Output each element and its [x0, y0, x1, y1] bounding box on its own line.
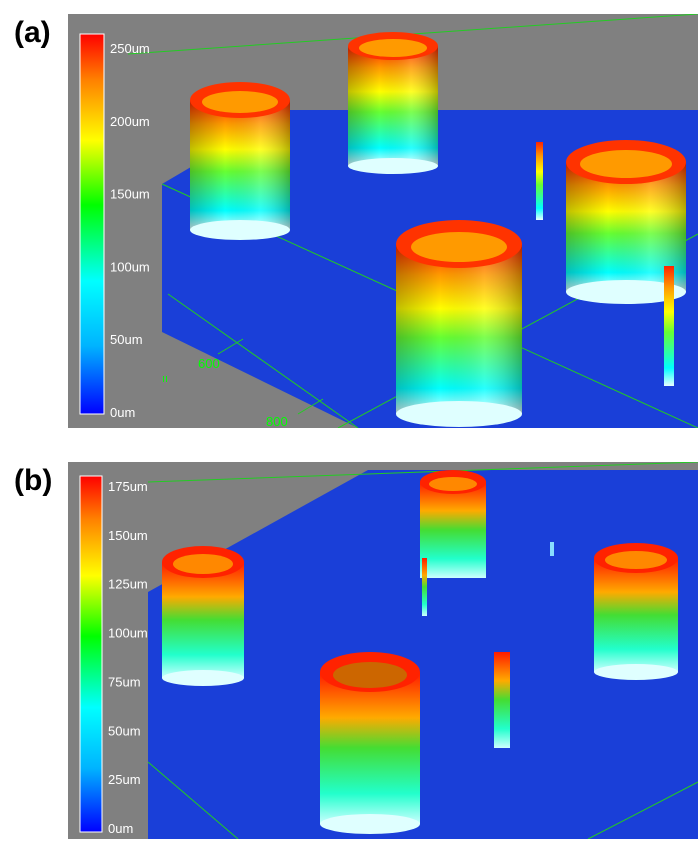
tick-label: 0um — [108, 821, 133, 836]
panel-a-surface-plot: 250um 200um 150um 100um 50um 0um 600 800 ıı — [68, 14, 698, 428]
color-scale-a — [79, 33, 105, 415]
panel-b-svg: 175um 150um 125um 100um 75um 50um 25um 0um — [79, 462, 698, 839]
tick-label: 250um — [110, 41, 150, 56]
pillar-left — [162, 546, 244, 686]
panel-a-svg: 250um 200um 150um 100um 50um 0um 600 800 ıı — [79, 14, 698, 428]
tick-label: 175um — [108, 479, 148, 494]
tick-label: 50um — [110, 332, 143, 347]
tick-label: 150um — [110, 187, 150, 202]
pillar-top-center — [420, 470, 486, 578]
axis-label-800: 800 — [266, 414, 288, 428]
panel-b-surface-plot: 175um 150um 125um 100um 75um 50um 25um 0um — [68, 462, 698, 839]
tick-label: 200um — [110, 114, 150, 129]
axis-marker-a: ıı — [162, 373, 168, 385]
tick-label: 25um — [108, 772, 141, 787]
pillar-top-left — [190, 82, 290, 240]
tick-label: 50um — [108, 723, 141, 738]
spike-small — [422, 542, 554, 616]
pillar-right — [594, 543, 678, 680]
pillar-front — [320, 652, 420, 834]
axis-label-600: 600 — [198, 356, 220, 371]
tick-label: 125um — [108, 577, 148, 592]
tick-label: 100um — [110, 259, 150, 274]
pillar-top-center — [348, 32, 438, 174]
pillar-front — [396, 220, 522, 427]
panel-b-label: (b) — [14, 464, 53, 497]
grid-lines — [147, 462, 698, 839]
tick-label: 0um — [110, 405, 135, 420]
color-scale-b — [79, 475, 103, 833]
tick-label: 100um — [108, 626, 148, 641]
tick-labels-b: 175um 150um 125um 100um 75um 50um 25um 0um — [108, 479, 148, 836]
spike-right-edge — [664, 266, 674, 386]
tick-labels-a: 250um 200um 150um 100um 50um 0um — [110, 41, 150, 420]
tick-label: 150um — [108, 528, 148, 543]
panel-a-label: (a) — [14, 16, 51, 49]
tick-label: 75um — [108, 674, 141, 689]
substrate-plane — [148, 470, 698, 839]
spike-tall — [494, 652, 510, 748]
spike-center — [536, 142, 543, 220]
